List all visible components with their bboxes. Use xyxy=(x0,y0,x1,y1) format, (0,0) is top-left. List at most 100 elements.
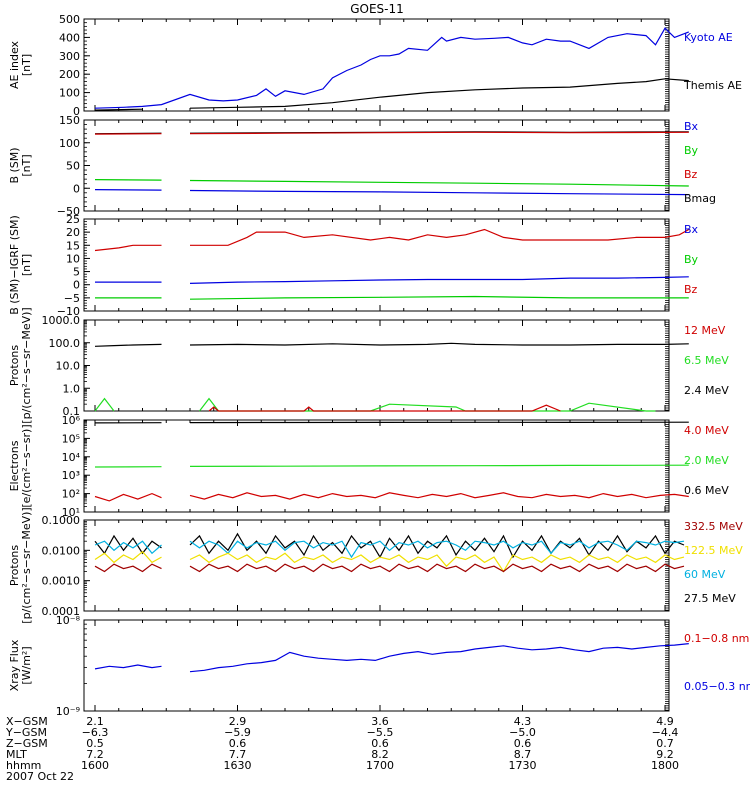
y-tick-label: 0.0001 xyxy=(42,605,81,618)
legend-entry: Bmag xyxy=(684,192,716,205)
panel-frame xyxy=(83,519,670,612)
y-axis-label: B (SM) xyxy=(8,147,21,183)
x-column-value: 1630 xyxy=(224,759,252,772)
chart-title: GOES-11 xyxy=(350,2,404,16)
y-tick-label: 0 xyxy=(73,105,80,118)
y-tick-label: −5 xyxy=(64,292,80,305)
x-column-value: 1800 xyxy=(651,759,679,772)
y-tick-label: 0.0010 xyxy=(42,575,81,588)
legend-entry: By xyxy=(684,144,699,157)
series-0-05-0-3-nm xyxy=(189,643,689,673)
x-column-value: 0.6 xyxy=(229,737,247,750)
series-6-5-mev xyxy=(94,397,115,412)
x-column-value: 3.6 xyxy=(371,715,389,728)
x-row-label: hhmm xyxy=(6,759,41,772)
legend-entry: 27.5 MeV xyxy=(684,592,736,605)
y-axis-label: [p/(cm²−s−sr−MeV)] xyxy=(20,307,33,423)
y-tick-label: 5 xyxy=(73,266,80,279)
y-tick-label: 10 xyxy=(66,252,80,265)
x-column-value: 7.7 xyxy=(229,748,247,761)
series-by xyxy=(189,179,689,187)
y-tick-label: 15 xyxy=(66,239,80,252)
legend-entry: Kyoto AE xyxy=(684,31,733,44)
x-column-value: −6.3 xyxy=(82,726,109,739)
series-2-0-mev xyxy=(189,464,689,467)
y-tick-label: 10⁻⁹ xyxy=(56,705,80,718)
y-tick-label: 0 xyxy=(73,182,80,195)
x-row-label: MLT xyxy=(6,748,27,761)
y-tick-label: 150 xyxy=(59,114,80,127)
y-tick-label: 1.0 xyxy=(63,382,81,395)
x-row-label: 2007 Oct 22 xyxy=(6,770,74,783)
series-bx xyxy=(94,189,162,191)
series-by xyxy=(94,179,162,181)
legend-entry: 60 MeV xyxy=(684,568,726,581)
y-tick-label: 200 xyxy=(59,68,80,81)
y-tick-label: 20 xyxy=(66,226,80,239)
panel-frame xyxy=(83,619,670,712)
panel-protons1: 0.1 1.0 10.0 100.0 1000.0 Protons [p/(cm²−s−sr… xyxy=(8,307,729,423)
x-row-label: Z−GSM xyxy=(6,737,48,750)
panel-electrons: 10¹ 10² 10³ 10⁴ 10⁵ 10⁶ Electrons [e/(cm²−s−sr)… xyxy=(8,414,729,519)
series-60-mev xyxy=(189,540,685,559)
series-themis-ae xyxy=(94,108,143,111)
y-axis-label: [nT] xyxy=(20,54,33,76)
x-column-value: 1730 xyxy=(509,759,537,772)
x-column-value: 0.7 xyxy=(656,737,674,750)
y-tick-label: 10⁻⁸ xyxy=(56,614,81,627)
x-column-value: −5.0 xyxy=(509,726,536,739)
series-4-0-mev xyxy=(94,492,162,502)
y-axis-label: [nT] xyxy=(20,154,33,176)
x-column-value: 4.9 xyxy=(656,715,674,728)
legend-entry: 4.0 MeV xyxy=(684,424,729,437)
series-2-4-mev xyxy=(94,343,162,347)
series-2-4-mev xyxy=(189,342,689,346)
legend-entry: 12 MeV xyxy=(684,324,726,337)
y-axis-label: [p/(cm²−s−sr−MeV)] xyxy=(20,507,33,623)
y-axis-label: B (SM)−IGRF (SM) xyxy=(8,215,21,315)
y-axis-label: [W/m²] xyxy=(20,646,33,684)
series-60-mev xyxy=(94,540,162,555)
series-bz xyxy=(189,131,689,135)
legend-entry: 0.05−0.3 nm xyxy=(684,680,750,693)
series-bz xyxy=(190,228,690,246)
y-tick-label: 500 xyxy=(59,13,80,26)
y-tick-label: 10¹ xyxy=(62,506,80,519)
x-column-value: 9.2 xyxy=(656,748,674,761)
y-tick-label: 0 xyxy=(73,279,80,292)
y-tick-label: 10.0 xyxy=(56,360,81,373)
legend-entry: 332.5 MeV xyxy=(684,520,743,533)
series-0-05-0-3-nm xyxy=(94,664,162,670)
series-122-5-mev xyxy=(189,552,685,573)
panel-ae: 0 100 200 300 400 500 AE index [nT] Kyoto AE Them… xyxy=(8,13,742,118)
panel-bsm: −50 0 50 100 150 B (SM) [nT] Bx By Bz Bmag xyxy=(8,114,716,218)
x-column-value: 4.3 xyxy=(514,715,532,728)
y-axis-label: Electrons xyxy=(8,440,21,491)
legend-entry: By xyxy=(684,253,699,266)
y-tick-label: 10³ xyxy=(62,469,80,482)
series-27-5-mev xyxy=(189,532,685,559)
legend-entry: Bz xyxy=(684,283,698,296)
legend-entry: 0.1−0.8 nm xyxy=(684,632,749,645)
series-332-5-mev xyxy=(189,563,685,573)
series-27-5-mev xyxy=(94,534,162,555)
x-column-value: 1600 xyxy=(81,759,109,772)
series-12-mev xyxy=(208,404,561,412)
x-row-label: Y−GSM xyxy=(5,726,47,739)
x-column-value: 0.6 xyxy=(371,737,389,750)
y-tick-label: 1000.0 xyxy=(42,314,81,327)
y-tick-label: 300 xyxy=(59,50,80,63)
y-tick-label: 0.1 xyxy=(63,405,81,418)
y-tick-label: 100 xyxy=(59,137,80,150)
panel-frame xyxy=(83,119,670,212)
legend-entry: Bx xyxy=(684,223,699,236)
series-bx xyxy=(189,189,689,196)
series-122-5-mev xyxy=(94,550,162,564)
legend-entry: Bz xyxy=(684,168,698,181)
y-tick-label: −10 xyxy=(57,305,80,318)
x-column-value: −4.4 xyxy=(652,726,679,739)
legend-entry: Themis AE xyxy=(683,79,742,92)
series-332-5-mev xyxy=(94,563,162,573)
